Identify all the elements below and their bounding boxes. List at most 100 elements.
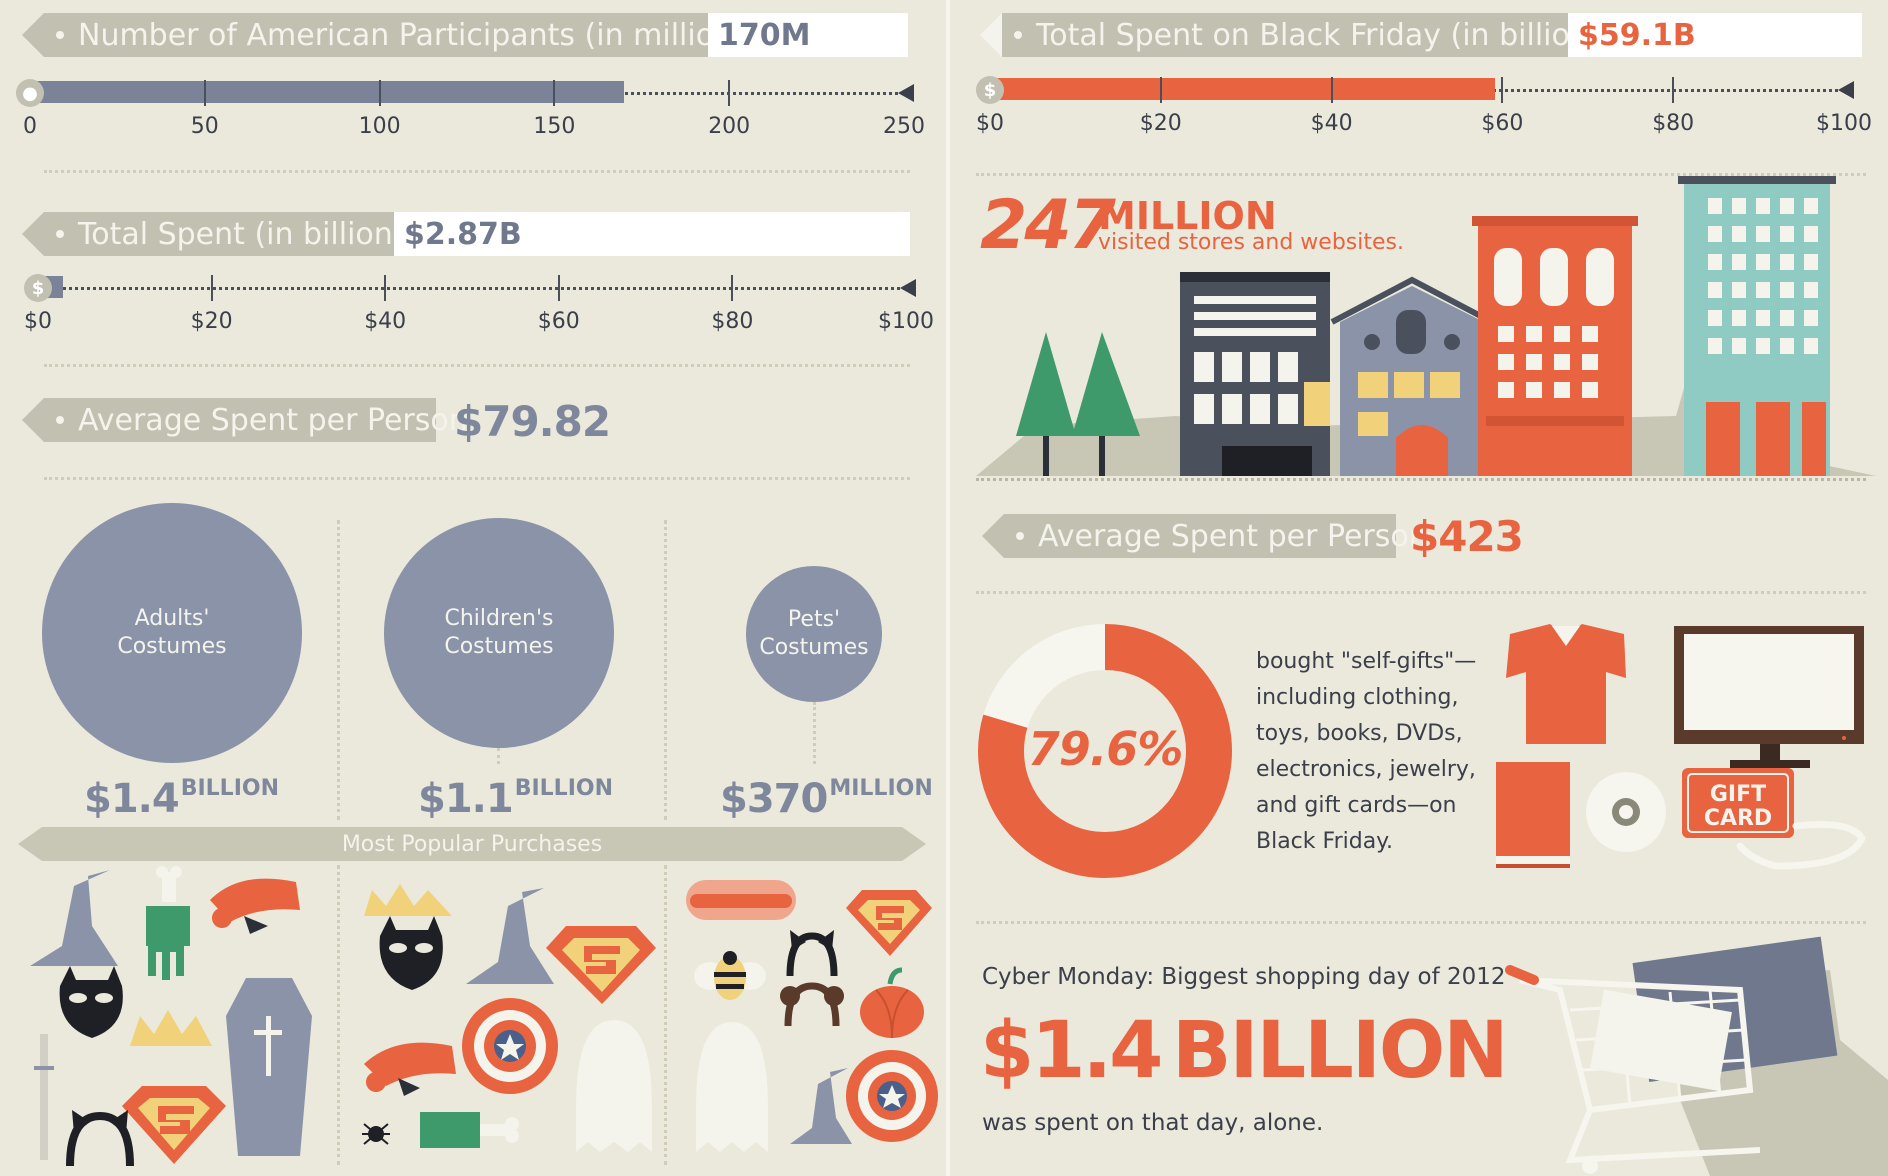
tree-icon: [1072, 332, 1140, 476]
most-popular-ribbon: Most Popular Purchases: [18, 827, 926, 861]
shop-building-icon: [1330, 276, 1494, 476]
crown-icon: [130, 1010, 212, 1046]
office-building-icon: [1180, 272, 1330, 476]
gift-card-icon: GIFT CARD: [1682, 768, 1794, 838]
bf-avg-spent-label: Average Spent per Person: [982, 514, 1428, 558]
divider: [44, 477, 910, 480]
scale-tick: [210, 275, 213, 301]
cyber-monday-footer: was spent on that day, alone.: [982, 1110, 1324, 1136]
childrens-costumes-amount: $1.1BILLION: [418, 776, 613, 822]
scale-fill: [990, 78, 1495, 100]
scale-tick-label: 200: [708, 114, 751, 139]
gift-card-line1: GIFT: [1710, 782, 1766, 807]
person-icon: ●: [16, 79, 44, 107]
divider: [44, 170, 910, 173]
self-gifts-donut: [978, 624, 1232, 878]
bubble-stem: [813, 702, 816, 764]
participants-value: 170M: [708, 13, 908, 57]
superman-shield-icon: [122, 1086, 226, 1164]
scale-tick-label: 250: [883, 114, 925, 139]
dollar-icon: $: [24, 274, 52, 302]
scale-tick: [203, 80, 206, 106]
crown-icon: [364, 884, 452, 916]
pearl-necklace-icon: [1736, 821, 1866, 870]
cyber-monday-heading: Cyber Monday: Biggest shopping day of 20…: [982, 964, 1506, 990]
scale-tick: [731, 275, 734, 301]
scale-tick-label: $40: [1310, 111, 1353, 136]
scale-tick-label: $80: [1652, 111, 1695, 136]
ghost-icon: [576, 1020, 652, 1152]
superman-shield-icon: [846, 890, 932, 956]
red-building-icon: [1472, 216, 1638, 476]
superman-shield-icon: [546, 926, 656, 1004]
scale-tick-label: $80: [711, 309, 754, 334]
divider: [976, 173, 1866, 176]
section-separator: [664, 865, 667, 1165]
scale-tick: [557, 275, 560, 301]
zombie-hand-icon: [146, 866, 190, 980]
sword-icon: [34, 1034, 54, 1160]
scale-tick: [384, 275, 387, 301]
witch-hat-icon: [30, 870, 118, 966]
scale-tick: [1672, 77, 1675, 103]
cyber-monday-unit: BILLION: [1172, 1006, 1508, 1096]
scale-tick: [553, 80, 556, 106]
shopping-cart-icon: [1505, 965, 1761, 1174]
scale-arrow-icon: [900, 279, 916, 297]
avg-spent-value: $79.82: [454, 397, 611, 446]
bf-total-spent-label: Total Spent on Black Friday (in billions…: [980, 13, 1616, 57]
bee-icon: [694, 951, 766, 1000]
spider-icon: [362, 1123, 390, 1145]
scale-tick-label: 100: [358, 114, 401, 139]
dollar-icon: $: [976, 76, 1004, 104]
scale-tick-label: $0: [976, 111, 1004, 136]
scale-tick: [378, 80, 381, 106]
dvd-icon: [1586, 772, 1666, 852]
scale-tick-label: 50: [190, 114, 219, 139]
teal-tower-icon: [1678, 176, 1836, 476]
hot-dog-icon: [686, 880, 796, 920]
scale-tick-label: $40: [364, 309, 407, 334]
scale-tick: [1501, 77, 1504, 103]
pirate-bandana-icon: [210, 878, 300, 934]
cat-ears-icon: [786, 930, 838, 977]
self-gifts-text: bought "self-gifts"— including clothing,…: [1256, 649, 1477, 854]
scale-tick-label: 150: [533, 114, 576, 139]
section-separator: [664, 520, 667, 820]
ghost-icon: [696, 1022, 768, 1152]
pets-costumes-bubble: Pets' Costumes: [746, 566, 882, 702]
pets-costumes-amount: $370MILLION: [720, 776, 933, 822]
scale-arrow-icon: [1838, 81, 1854, 99]
bf-avg-spent-value: $423: [1410, 512, 1524, 561]
tv-icon: [1674, 626, 1864, 768]
bat-mask-icon: [59, 966, 123, 1038]
scale-tick-label: $60: [1481, 111, 1524, 136]
self-gift-icons: GIFT CARD: [1496, 624, 1866, 870]
adults-costumes-bubble: Adults' Costumes: [42, 503, 302, 763]
captain-shield-icon: [846, 1050, 938, 1142]
divider: [44, 364, 910, 367]
total-spent-label: Total Spent (in billions): [22, 212, 420, 256]
scale-fill: [30, 81, 625, 103]
scale-tick-label: 0: [23, 114, 37, 139]
bf-total-spent-value: $59.1B: [1568, 13, 1862, 57]
zombie-hand-icon: [420, 1112, 519, 1148]
total-spent-value: $2.87B: [394, 212, 910, 256]
visitors-number: 247: [980, 186, 1116, 265]
coffin-icon: [226, 978, 312, 1156]
visitors-text: visited stores and websites.: [1098, 230, 1404, 255]
scale-tick-label: $20: [1139, 111, 1182, 136]
city-illustration: [976, 176, 1876, 476]
scale-tick-label: $100: [1816, 111, 1872, 136]
scale-tick: [1330, 77, 1333, 103]
bat-mask-icon: [379, 916, 443, 990]
scale-tick-label: $0: [24, 309, 52, 334]
scale-tick: [1159, 77, 1162, 103]
scale-track: [38, 287, 906, 290]
cyber-monday-amount: $1.4: [980, 1006, 1163, 1096]
scale-tick-label: $100: [878, 309, 934, 334]
adults-costumes-amount: $1.4BILLION: [84, 776, 279, 822]
ground-line: [976, 478, 1866, 481]
bubble-stem: [497, 748, 500, 764]
avg-spent-label: Average Spent per Person: [22, 398, 468, 442]
